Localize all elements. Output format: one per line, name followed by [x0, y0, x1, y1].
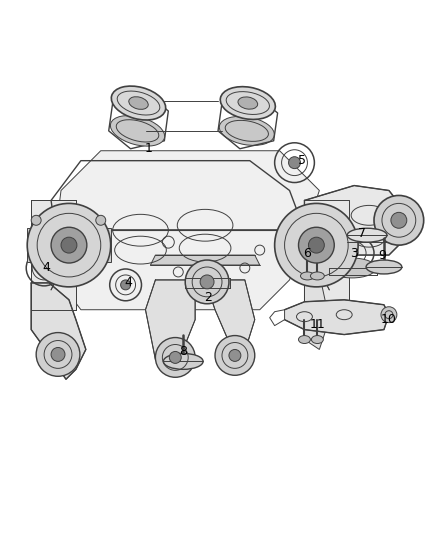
Ellipse shape [346, 248, 358, 258]
Ellipse shape [61, 237, 77, 253]
Ellipse shape [328, 258, 376, 278]
Text: 2: 2 [204, 292, 212, 304]
Ellipse shape [220, 87, 276, 119]
Ellipse shape [111, 86, 166, 120]
Text: 4: 4 [125, 277, 133, 289]
Ellipse shape [238, 97, 258, 109]
Ellipse shape [120, 280, 131, 290]
Polygon shape [31, 283, 86, 379]
Polygon shape [27, 228, 41, 262]
Text: 3: 3 [350, 247, 358, 260]
Ellipse shape [300, 272, 314, 280]
Text: 5: 5 [298, 154, 307, 167]
Ellipse shape [391, 212, 407, 228]
Ellipse shape [229, 350, 241, 361]
Circle shape [31, 215, 41, 225]
Text: 7: 7 [358, 227, 366, 240]
Text: 10: 10 [381, 313, 397, 326]
Ellipse shape [374, 196, 424, 245]
Ellipse shape [185, 260, 229, 304]
Ellipse shape [51, 348, 65, 361]
Ellipse shape [311, 336, 323, 343]
Text: 1: 1 [145, 142, 152, 155]
Polygon shape [304, 283, 329, 350]
Polygon shape [150, 255, 260, 265]
Polygon shape [304, 200, 349, 310]
Polygon shape [145, 280, 195, 369]
Ellipse shape [275, 204, 358, 287]
Text: 6: 6 [304, 247, 311, 260]
Polygon shape [304, 185, 409, 255]
Ellipse shape [311, 272, 324, 280]
Ellipse shape [163, 353, 203, 369]
Ellipse shape [36, 333, 80, 376]
Ellipse shape [366, 260, 402, 274]
Ellipse shape [347, 228, 387, 242]
Ellipse shape [289, 157, 300, 168]
Ellipse shape [298, 227, 334, 263]
Circle shape [96, 215, 106, 225]
Ellipse shape [155, 337, 195, 377]
Ellipse shape [110, 116, 165, 146]
Text: 8: 8 [179, 345, 187, 358]
Ellipse shape [298, 336, 311, 343]
Text: 4: 4 [42, 262, 50, 274]
Ellipse shape [219, 116, 274, 146]
Ellipse shape [27, 204, 111, 287]
Polygon shape [31, 200, 76, 310]
Circle shape [381, 307, 397, 322]
Ellipse shape [129, 96, 148, 109]
Polygon shape [185, 278, 230, 288]
Text: 9: 9 [378, 248, 386, 262]
Ellipse shape [308, 237, 324, 253]
Text: 11: 11 [310, 318, 325, 331]
Ellipse shape [215, 336, 255, 375]
Polygon shape [51, 151, 319, 310]
Polygon shape [285, 300, 389, 335]
Polygon shape [97, 228, 111, 262]
Ellipse shape [200, 275, 214, 289]
Ellipse shape [170, 351, 181, 364]
Ellipse shape [51, 227, 87, 263]
Ellipse shape [38, 262, 50, 274]
Polygon shape [205, 280, 255, 367]
